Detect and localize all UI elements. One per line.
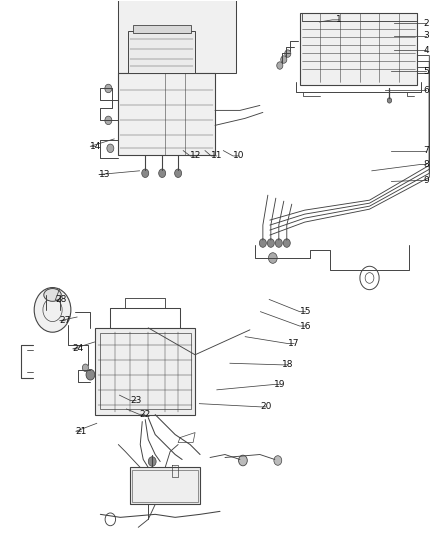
Text: 22: 22 xyxy=(139,410,150,419)
Bar xyxy=(130,467,200,504)
Circle shape xyxy=(86,369,95,380)
Circle shape xyxy=(268,253,277,263)
Circle shape xyxy=(175,169,182,177)
Text: 2: 2 xyxy=(424,19,429,28)
Text: 6: 6 xyxy=(424,85,429,94)
Text: 23: 23 xyxy=(131,396,142,405)
Text: 4: 4 xyxy=(424,46,429,55)
Text: 19: 19 xyxy=(273,380,285,389)
Text: 5: 5 xyxy=(424,67,429,76)
Circle shape xyxy=(387,98,392,103)
Circle shape xyxy=(172,467,179,476)
Circle shape xyxy=(82,364,88,372)
Text: 8: 8 xyxy=(424,160,429,169)
Text: 21: 21 xyxy=(76,427,87,436)
Circle shape xyxy=(285,50,291,57)
Text: 27: 27 xyxy=(60,316,71,325)
Bar xyxy=(95,328,195,415)
Circle shape xyxy=(34,288,71,332)
Text: 11: 11 xyxy=(211,151,223,160)
Circle shape xyxy=(159,169,166,177)
Circle shape xyxy=(148,457,156,466)
Bar xyxy=(118,72,215,155)
Bar xyxy=(128,30,195,72)
Bar xyxy=(132,470,198,502)
Text: 7: 7 xyxy=(424,146,429,155)
Text: 24: 24 xyxy=(73,344,84,353)
Ellipse shape xyxy=(44,288,61,301)
Circle shape xyxy=(281,56,287,63)
Text: 3: 3 xyxy=(424,31,429,41)
Text: 12: 12 xyxy=(190,151,201,160)
Circle shape xyxy=(267,239,274,247)
Circle shape xyxy=(274,456,282,465)
Circle shape xyxy=(107,144,114,152)
Text: 18: 18 xyxy=(282,360,293,369)
Text: 15: 15 xyxy=(300,307,311,316)
Text: 13: 13 xyxy=(99,170,110,179)
Circle shape xyxy=(105,84,112,93)
Text: 14: 14 xyxy=(90,142,102,151)
Circle shape xyxy=(105,116,112,125)
Text: 28: 28 xyxy=(55,295,67,304)
Circle shape xyxy=(276,239,283,247)
Text: 9: 9 xyxy=(424,176,429,185)
Circle shape xyxy=(259,239,266,247)
Bar xyxy=(133,25,191,33)
Text: 17: 17 xyxy=(288,339,300,348)
Text: 16: 16 xyxy=(300,321,311,330)
Text: 20: 20 xyxy=(260,402,272,411)
Circle shape xyxy=(239,455,247,466)
Circle shape xyxy=(142,169,149,177)
Bar xyxy=(100,333,191,409)
Circle shape xyxy=(277,62,283,69)
Bar xyxy=(118,0,236,72)
Text: 1: 1 xyxy=(336,15,342,25)
Bar xyxy=(300,13,417,85)
Text: 10: 10 xyxy=(233,151,244,160)
Circle shape xyxy=(283,239,290,247)
